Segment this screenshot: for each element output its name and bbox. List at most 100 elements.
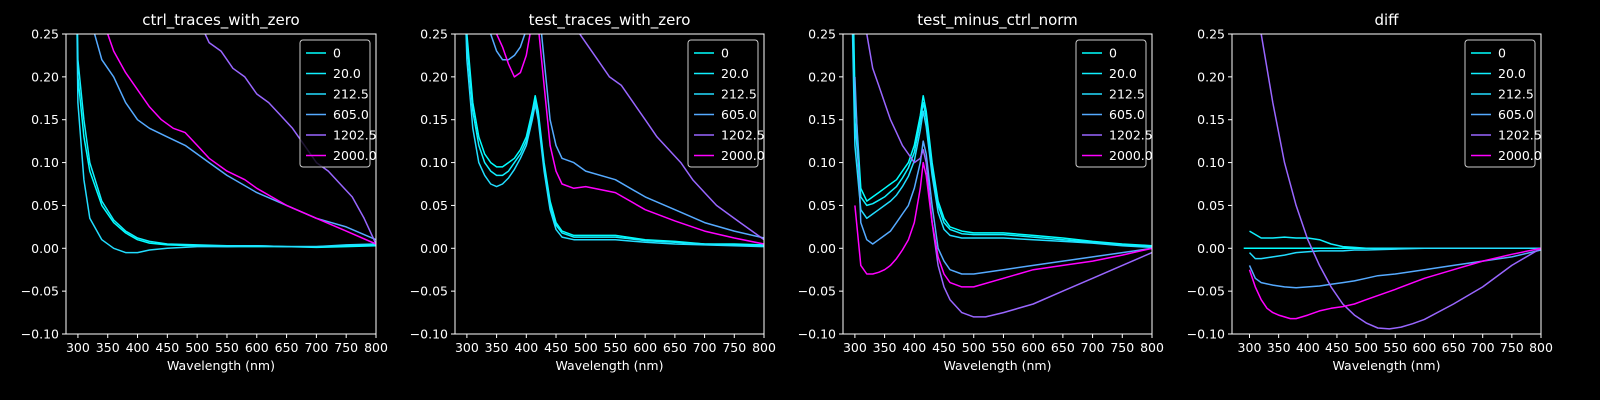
y-tick-label: 0.25: [31, 27, 59, 42]
axes-frame: [454, 33, 765, 335]
series-line-605.0: [854, 76, 1152, 275]
x-tick-label: 700: [1471, 340, 1495, 355]
x-tick-label: 550: [215, 340, 239, 355]
y-tick-label: 0.00: [420, 241, 448, 256]
y-tick-label: 0.10: [31, 155, 59, 170]
x-tick-label: 350: [96, 340, 120, 355]
series-line-212.5: [851, 34, 1152, 249]
legend-label-2000.0: 2000.0: [333, 148, 377, 163]
y-tick-label: −0.10: [1187, 327, 1225, 342]
legend-label-1202.5: 1202.5: [1109, 128, 1153, 143]
x-tick-label: 650: [1442, 340, 1466, 355]
x-tick-label: 650: [1051, 340, 1075, 355]
legend-label-2000.0: 2000.0: [721, 148, 765, 163]
legend-label-20.0: 20.0: [333, 66, 361, 81]
series-line-1202.5: [578, 34, 764, 241]
x-tick-label: 800: [1529, 340, 1553, 355]
y-tick-label: 0.15: [420, 112, 448, 127]
legend: 0 20.0 212.5 605.0 1202.5 2000.0: [687, 39, 765, 168]
x-tick-label: 500: [1354, 340, 1378, 355]
y-tick-label: 0.25: [420, 27, 448, 42]
legend-label-212.5: 212.5: [333, 87, 369, 102]
plot-area: [1243, 34, 1541, 330]
y-tick-label: 0.10: [808, 155, 836, 170]
series-line-605.0: [1248, 249, 1541, 289]
y-tick-label: 0.20: [420, 69, 448, 84]
x-tick-label: 450: [1325, 340, 1349, 355]
series-line-2000.0: [495, 34, 764, 245]
y-tick-label: 0.05: [420, 198, 448, 213]
x-axis-label: Wavelength (nm): [556, 358, 664, 373]
series-line-212.5: [465, 34, 764, 248]
y-tick-label: −0.05: [798, 284, 836, 299]
series-line-2000.0: [106, 34, 376, 245]
x-axis-label: Wavelength (nm): [1333, 358, 1441, 373]
y-tick-label: −0.05: [1187, 284, 1225, 299]
x-tick-label: 750: [334, 340, 358, 355]
series-line-20.0: [852, 34, 1152, 248]
series-line-20.0: [465, 34, 764, 247]
legend-label-605.0: 605.0: [333, 107, 369, 122]
x-tick-label: 600: [633, 340, 657, 355]
y-tick-label: −0.05: [410, 284, 448, 299]
x-tick-label: 700: [304, 340, 328, 355]
x-tick-label: 350: [873, 340, 897, 355]
x-axis-label: Wavelength (nm): [944, 358, 1052, 373]
axes-frame: [65, 33, 377, 335]
x-tick-label: 750: [1500, 340, 1524, 355]
legend-label-605.0: 605.0: [1498, 107, 1534, 122]
legend-label-0: 0: [1498, 46, 1506, 61]
y-tick-label: 0.15: [808, 112, 836, 127]
y-tick-label: −0.05: [21, 284, 59, 299]
x-tick-label: 300: [843, 340, 867, 355]
legend-label-1202.5: 1202.5: [333, 128, 377, 143]
x-tick-label: 600: [1412, 340, 1436, 355]
x-tick-label: 700: [1081, 340, 1105, 355]
x-tick-label: 500: [185, 340, 209, 355]
x-tick-label: 750: [1110, 340, 1134, 355]
x-tick-label: 800: [364, 340, 388, 355]
legend-label-20.0: 20.0: [1498, 66, 1526, 81]
y-tick-label: 0.00: [1197, 241, 1225, 256]
series-line-0: [853, 34, 1152, 247]
legend: 0 20.0 212.5 605.0 1202.5 2000.0: [1075, 39, 1153, 168]
legend-label-0: 0: [333, 46, 341, 61]
legend-label-2000.0: 2000.0: [1498, 148, 1542, 163]
plot-area: [76, 34, 376, 254]
y-tick-label: 0.10: [1197, 155, 1225, 170]
y-tick-label: 0.25: [808, 27, 836, 42]
plot-area: [851, 34, 1152, 318]
x-tick-label: 550: [992, 340, 1016, 355]
series-line-1202.5: [204, 34, 376, 245]
y-tick-label: 0.25: [1197, 27, 1225, 42]
x-tick-label: 700: [693, 340, 717, 355]
x-tick-label: 650: [663, 340, 687, 355]
legend: 0 20.0 212.5 605.0 1202.5 2000.0: [1464, 39, 1542, 168]
y-tick-label: −0.10: [410, 327, 448, 342]
legend-label-605.0: 605.0: [721, 107, 757, 122]
x-tick-label: 750: [722, 340, 746, 355]
legend-label-1202.5: 1202.5: [1498, 128, 1542, 143]
x-tick-label: 350: [1267, 340, 1291, 355]
plot-area: [465, 34, 764, 248]
axes-frame: [842, 33, 1153, 335]
chart-title: test_traces_with_zero: [529, 11, 691, 30]
x-tick-label: 400: [1296, 340, 1320, 355]
x-tick-label: 450: [155, 340, 179, 355]
x-tick-label: 400: [126, 340, 150, 355]
y-tick-label: 0.05: [1197, 198, 1225, 213]
y-tick-label: 0.10: [420, 155, 448, 170]
y-tick-label: 0.05: [31, 198, 59, 213]
legend-label-0: 0: [1109, 46, 1117, 61]
x-tick-label: 450: [544, 340, 568, 355]
x-tick-label: 300: [66, 340, 90, 355]
x-tick-label: 800: [752, 340, 776, 355]
legend-label-212.5: 212.5: [1498, 87, 1534, 102]
x-tick-label: 500: [574, 340, 598, 355]
x-tick-label: 650: [275, 340, 299, 355]
y-tick-label: −0.10: [798, 327, 836, 342]
chart-title: ctrl_traces_with_zero: [142, 11, 299, 30]
legend-label-2000.0: 2000.0: [1109, 148, 1153, 163]
x-tick-label: 600: [245, 340, 269, 355]
x-tick-label: 400: [902, 340, 926, 355]
